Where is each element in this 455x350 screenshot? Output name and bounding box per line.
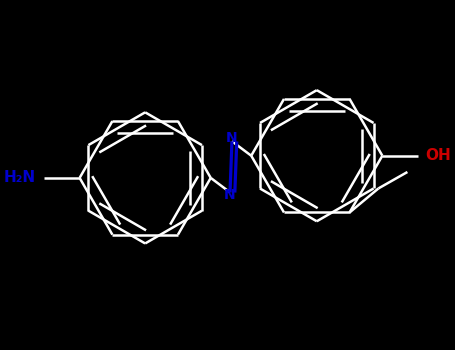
Text: OH: OH: [426, 148, 451, 163]
Text: H₂N: H₂N: [4, 170, 36, 186]
Text: N: N: [226, 131, 238, 145]
Text: N: N: [224, 188, 236, 202]
